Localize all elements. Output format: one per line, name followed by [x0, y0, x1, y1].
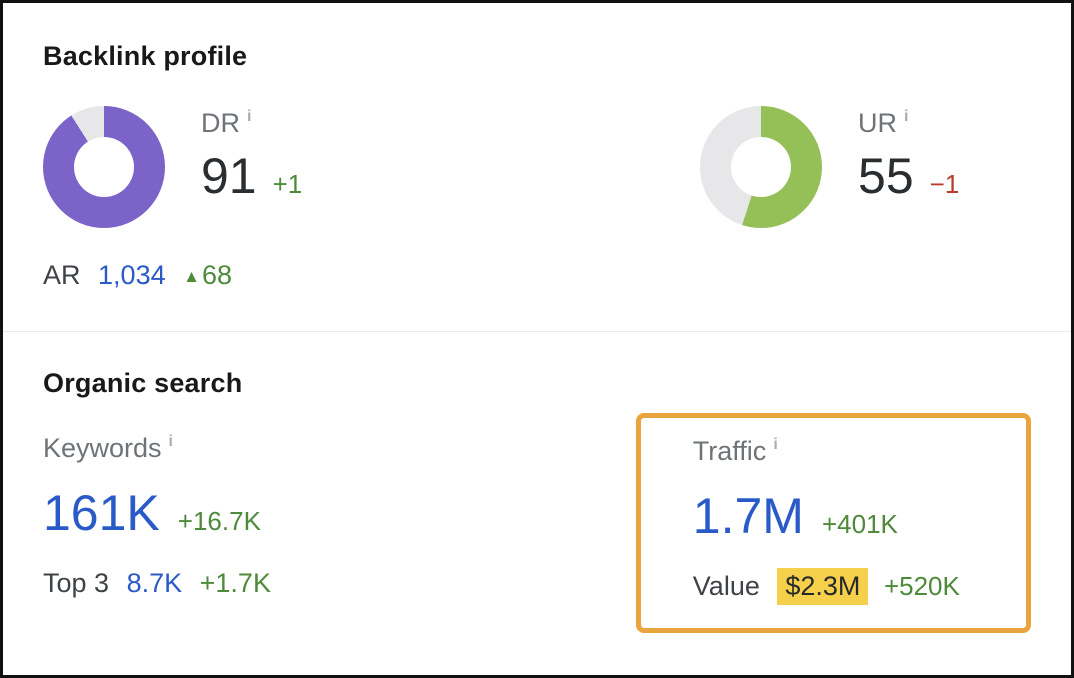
keywords-value-link[interactable]: 161K: [43, 485, 160, 541]
keywords-label: Keywords i: [43, 433, 173, 463]
traffic-annotation-box: Traffic i 1.7M +401K Value $2.3M +520K: [635, 413, 1031, 633]
info-icon[interactable]: i: [904, 108, 909, 125]
triangle-up-icon: ▲: [183, 267, 200, 286]
dr-value: 91: [201, 148, 257, 204]
value-delta: +520K: [883, 571, 960, 601]
top3-line: Top 3 8.7K +1.7K: [43, 568, 636, 599]
value-amount-highlighted: $2.3M: [777, 568, 869, 605]
keywords-delta: +16.7K: [177, 506, 261, 536]
ur-metric-block: UR i 55 −1: [700, 106, 1031, 291]
top3-value-link[interactable]: 8.7K: [126, 568, 183, 598]
dr-delta: +1: [272, 169, 303, 199]
ur-donut-chart: [700, 106, 823, 228]
value-label: Value: [692, 571, 760, 601]
ur-value: 55: [858, 148, 914, 204]
keywords-metric-block: Keywords i 161K +16.7K Top 3 8.7K +1.7K: [43, 429, 636, 633]
traffic-delta: +401K: [821, 509, 898, 539]
traffic-value-link[interactable]: 1.7M: [692, 488, 804, 544]
dr-metric-block: DR i 91 +1 AR 1,034 ▲68: [43, 106, 700, 291]
section-divider: [3, 331, 1071, 332]
backlink-profile-section: Backlink profile DR i 91 +1: [3, 3, 1071, 291]
ur-label: UR i: [858, 108, 909, 138]
top3-delta: +1.7K: [199, 568, 271, 598]
top3-label: Top 3: [43, 568, 110, 598]
organic-search-title: Organic search: [43, 368, 243, 398]
ur-delta: −1: [929, 169, 960, 199]
traffic-metric-block: Traffic i 1.7M +401K Value $2.3M +520K: [635, 413, 1031, 633]
ar-value-link[interactable]: 1,034: [98, 260, 166, 290]
organic-search-section: Organic search Keywords i 161K +16.7K Top…: [3, 332, 1071, 633]
info-icon[interactable]: i: [773, 436, 778, 453]
dr-label: DR i: [201, 108, 252, 138]
info-icon[interactable]: i: [247, 108, 252, 125]
dr-donut-chart: [43, 106, 165, 228]
ar-label: AR: [43, 260, 81, 290]
backlink-profile-title: Backlink profile: [43, 41, 248, 71]
ar-delta: ▲68: [183, 260, 232, 290]
ar-line: AR 1,034 ▲68: [43, 260, 700, 291]
traffic-label: Traffic i: [692, 436, 778, 466]
info-icon[interactable]: i: [168, 433, 173, 450]
traffic-value-line: Value $2.3M +520K: [692, 568, 1006, 605]
